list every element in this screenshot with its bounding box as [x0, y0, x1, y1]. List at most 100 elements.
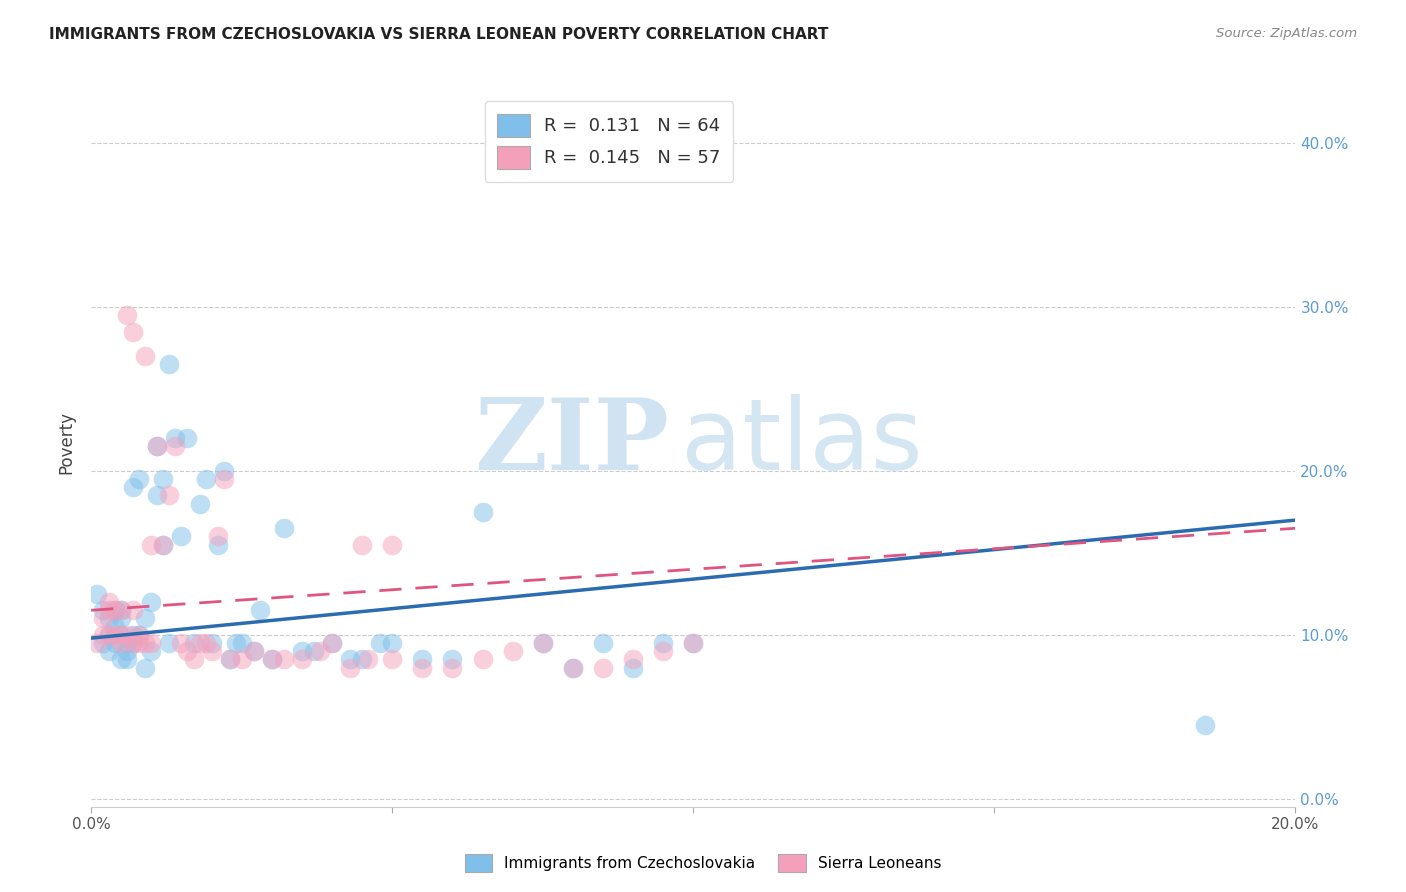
Point — [91, 611, 114, 625]
Point — [411, 652, 433, 666]
Legend: R =  0.131   N = 64, R =  0.145   N = 57: R = 0.131 N = 64, R = 0.145 N = 57 — [485, 101, 734, 182]
Point — [242, 644, 264, 658]
Point — [212, 472, 235, 486]
Point — [621, 652, 644, 666]
Point — [242, 644, 264, 658]
Point — [1194, 718, 1216, 732]
Point — [652, 644, 675, 658]
Point — [183, 636, 205, 650]
Point — [98, 644, 121, 658]
Point — [122, 603, 145, 617]
Point — [273, 652, 295, 666]
Point — [411, 660, 433, 674]
Point — [165, 439, 187, 453]
Point — [682, 636, 704, 650]
Point — [110, 628, 132, 642]
Point — [682, 636, 704, 650]
Y-axis label: Poverty: Poverty — [58, 410, 75, 474]
Text: IMMIGRANTS FROM CZECHOSLOVAKIA VS SIERRA LEONEAN POVERTY CORRELATION CHART: IMMIGRANTS FROM CZECHOSLOVAKIA VS SIERRA… — [49, 27, 828, 42]
Point — [225, 636, 247, 650]
Point — [104, 636, 127, 650]
Point — [321, 636, 343, 650]
Point — [176, 431, 198, 445]
Point — [176, 644, 198, 658]
Point — [122, 636, 145, 650]
Point — [207, 538, 229, 552]
Point — [207, 529, 229, 543]
Point — [183, 652, 205, 666]
Point — [152, 538, 174, 552]
Point — [152, 472, 174, 486]
Point — [110, 603, 132, 617]
Point — [309, 644, 332, 658]
Point — [357, 652, 380, 666]
Point — [104, 628, 127, 642]
Point — [159, 357, 181, 371]
Point — [86, 587, 108, 601]
Point — [104, 603, 127, 617]
Point — [122, 628, 145, 642]
Point — [218, 652, 240, 666]
Point — [339, 660, 361, 674]
Point — [165, 431, 187, 445]
Point — [381, 636, 404, 650]
Point — [110, 603, 132, 617]
Point — [128, 472, 150, 486]
Point — [152, 538, 174, 552]
Point — [260, 652, 283, 666]
Point — [561, 660, 583, 674]
Point — [117, 308, 139, 322]
Point — [146, 439, 169, 453]
Point — [218, 652, 240, 666]
Point — [122, 480, 145, 494]
Point — [471, 652, 494, 666]
Legend: Immigrants from Czechoslovakia, Sierra Leoneans: Immigrants from Czechoslovakia, Sierra L… — [457, 846, 949, 880]
Point — [273, 521, 295, 535]
Point — [652, 636, 675, 650]
Point — [141, 636, 163, 650]
Point — [561, 660, 583, 674]
Text: atlas: atlas — [682, 393, 922, 491]
Point — [141, 644, 163, 658]
Point — [128, 636, 150, 650]
Point — [134, 660, 156, 674]
Point — [159, 488, 181, 502]
Point — [128, 628, 150, 642]
Text: ZIP: ZIP — [474, 393, 669, 491]
Point — [134, 611, 156, 625]
Point — [200, 636, 222, 650]
Point — [441, 652, 464, 666]
Point — [471, 505, 494, 519]
Point — [134, 636, 156, 650]
Point — [86, 636, 108, 650]
Point — [249, 603, 271, 617]
Point — [117, 644, 139, 658]
Point — [128, 628, 150, 642]
Point — [104, 603, 127, 617]
Point — [91, 603, 114, 617]
Point — [146, 488, 169, 502]
Point — [291, 652, 314, 666]
Point — [291, 644, 314, 658]
Point — [146, 439, 169, 453]
Point — [104, 620, 127, 634]
Point — [110, 628, 132, 642]
Point — [91, 636, 114, 650]
Point — [592, 636, 614, 650]
Point — [98, 611, 121, 625]
Point — [110, 636, 132, 650]
Point — [200, 644, 222, 658]
Point — [134, 349, 156, 363]
Point — [621, 660, 644, 674]
Point — [502, 644, 524, 658]
Point — [368, 636, 391, 650]
Point — [159, 636, 181, 650]
Point — [381, 538, 404, 552]
Point — [231, 636, 253, 650]
Point — [117, 636, 139, 650]
Text: Source: ZipAtlas.com: Source: ZipAtlas.com — [1216, 27, 1357, 40]
Point — [117, 652, 139, 666]
Point — [98, 628, 121, 642]
Point — [141, 595, 163, 609]
Point — [122, 325, 145, 339]
